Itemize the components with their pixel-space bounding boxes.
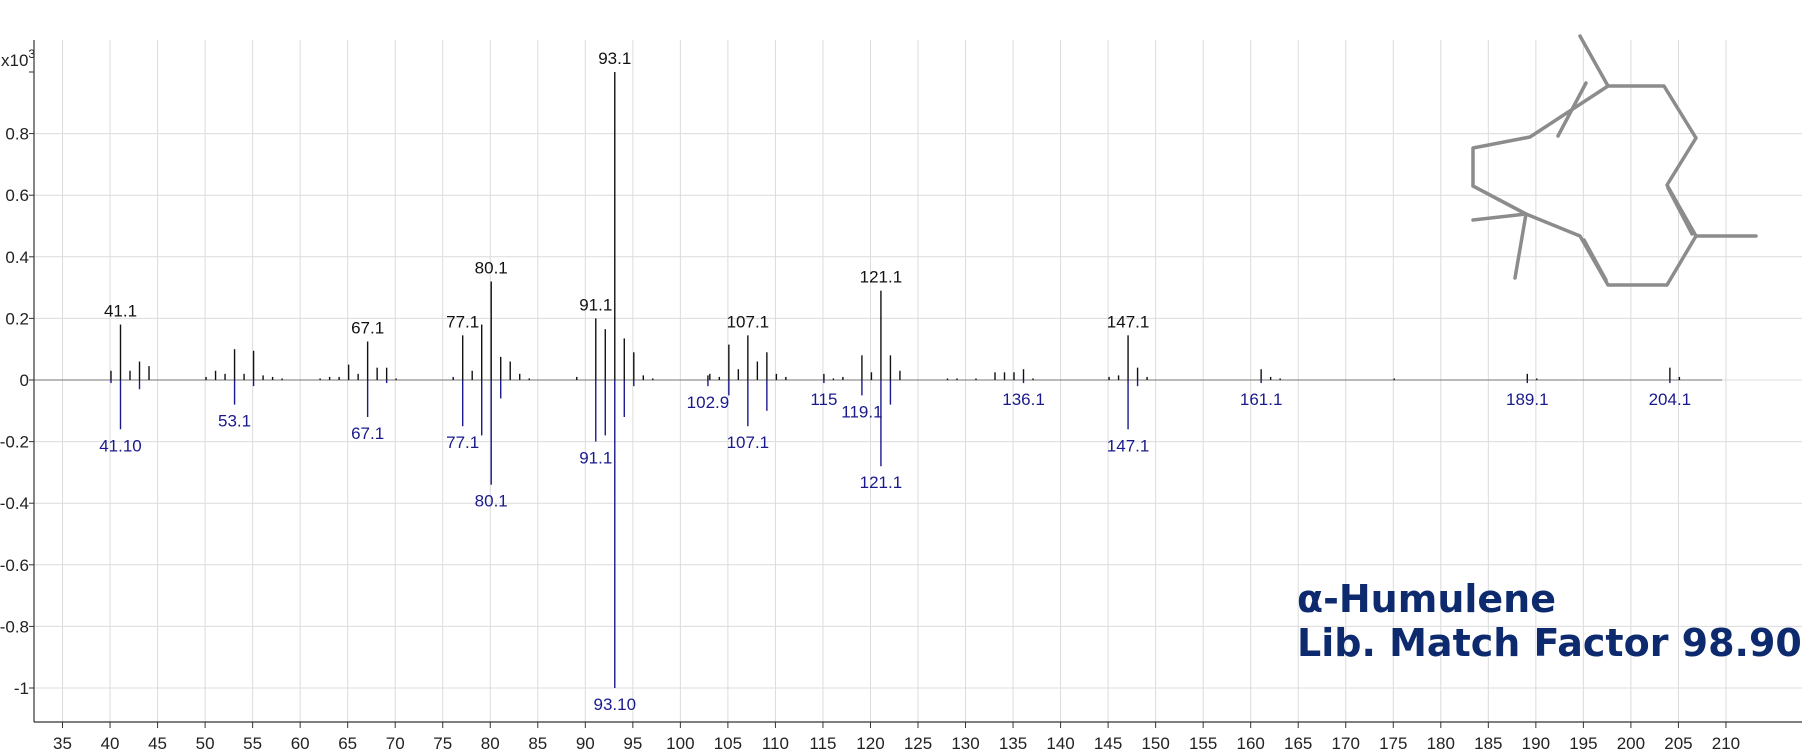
library-peak-label: 147.1 — [1107, 436, 1150, 455]
library-peak-label: 107.1 — [727, 433, 770, 452]
sample-peak-label: 67.1 — [351, 319, 384, 338]
axis-layer: x103 35 40 45 50 55 60 65 70 75 80 85 90 95 100 105 110… — [0, 40, 1802, 753]
sample-peak-label: 80.1 — [475, 258, 508, 277]
library-peak-label: 80.1 — [475, 492, 508, 511]
library-peak-label: 189.1 — [1506, 390, 1549, 409]
library-peak-label: 53.1 — [218, 412, 251, 431]
x-tick-label: 60 — [291, 734, 310, 753]
x-tick-label: 55 — [243, 734, 262, 753]
y-multiplier-label: x103 — [1, 47, 35, 70]
x-tick-label: 160 — [1237, 734, 1265, 753]
x-tick-label: 35 — [53, 734, 72, 753]
x-tick-label: 100 — [666, 734, 694, 753]
x-tick-label: 135 — [999, 734, 1027, 753]
y-tick-label: -0.2 — [0, 433, 29, 452]
y-tick-label: 0.2 — [5, 309, 29, 328]
x-tick-label: 70 — [386, 734, 405, 753]
y-tick-label: -1 — [14, 679, 29, 698]
humulene-structure-icon — [1471, 34, 1758, 287]
x-tick-label: 165 — [1284, 734, 1312, 753]
library-peak-label: 136.1 — [1002, 390, 1045, 409]
x-tick-label: 65 — [338, 734, 357, 753]
y-tick-label: -0.8 — [0, 617, 29, 636]
library-peak-label: 91.1 — [579, 449, 612, 468]
y-tick-label: 0.6 — [5, 186, 29, 205]
x-tick-label: 195 — [1569, 734, 1597, 753]
sample-peak-label: 107.1 — [727, 312, 770, 331]
y-tick-label: 0 — [20, 371, 29, 390]
library-peak-label: 121.1 — [860, 473, 903, 492]
sample-peak-label: 147.1 — [1107, 312, 1150, 331]
x-tick-label: 145 — [1094, 734, 1122, 753]
x-tick-label: 50 — [196, 734, 215, 753]
x-tick-label: 75 — [433, 734, 452, 753]
y-tick-label: 0.4 — [5, 248, 29, 267]
sample-peak-label: 77.1 — [446, 312, 479, 331]
x-tick-label: 85 — [528, 734, 547, 753]
x-tick-label: 170 — [1332, 734, 1360, 753]
x-tick-label: 140 — [1046, 734, 1074, 753]
x-tick-label: 90 — [576, 734, 595, 753]
x-tick-label: 180 — [1427, 734, 1455, 753]
peaks-layer — [110, 72, 1681, 688]
x-tick-label: 105 — [714, 734, 742, 753]
y-tick-label: -0.6 — [0, 556, 29, 575]
library-peak-label: 102.9 — [687, 393, 730, 412]
sample-peak-label: 121.1 — [860, 268, 903, 287]
library-peak-label: 161.1 — [1240, 390, 1283, 409]
x-tick-label: 185 — [1474, 734, 1502, 753]
x-tick-label: 150 — [1141, 734, 1169, 753]
x-tick-label: 200 — [1617, 734, 1645, 753]
x-tick-label: 130 — [951, 734, 979, 753]
sample-peak-label: 91.1 — [579, 295, 612, 314]
x-tick-label: 115 — [809, 734, 836, 753]
library-peak-label: 77.1 — [446, 433, 479, 452]
x-tick-label: 80 — [481, 734, 500, 753]
compound-name: α-Humulene — [1297, 577, 1556, 621]
library-peak-label: 67.1 — [351, 424, 384, 443]
x-tick-label: 190 — [1522, 734, 1550, 753]
x-tick-label: 210 — [1712, 734, 1740, 753]
y-tick-label: 0.8 — [5, 125, 29, 144]
x-tick-label: 205 — [1664, 734, 1692, 753]
y-tick-label: -0.4 — [0, 494, 29, 513]
x-tick-label: 120 — [856, 734, 884, 753]
x-tick-label: 125 — [904, 734, 932, 753]
library-peak-label: 115 — [810, 390, 837, 409]
library-peak-label: 119.1 — [841, 402, 882, 421]
x-tick-label: 40 — [101, 734, 120, 753]
x-tick-label: 175 — [1379, 734, 1407, 753]
library-peak-label: 41.10 — [99, 436, 142, 455]
library-peak-label: 204.1 — [1649, 390, 1692, 409]
x-tick-label: 45 — [148, 734, 167, 753]
peak-labels-layer: 41.1 67.1 77.1 80.1 91.1 93.1 107.1 121.1 147.1 4… — [99, 49, 1691, 714]
sample-peak-label: 93.1 — [598, 49, 631, 68]
x-tick-label: 110 — [762, 734, 789, 753]
x-tick-label: 155 — [1189, 734, 1217, 753]
match-factor: Lib. Match Factor 98.90 — [1297, 621, 1802, 665]
sample-peak-label: 41.1 — [104, 302, 137, 321]
x-tick-label: 95 — [623, 734, 642, 753]
library-peak-label: 93.10 — [594, 695, 637, 714]
